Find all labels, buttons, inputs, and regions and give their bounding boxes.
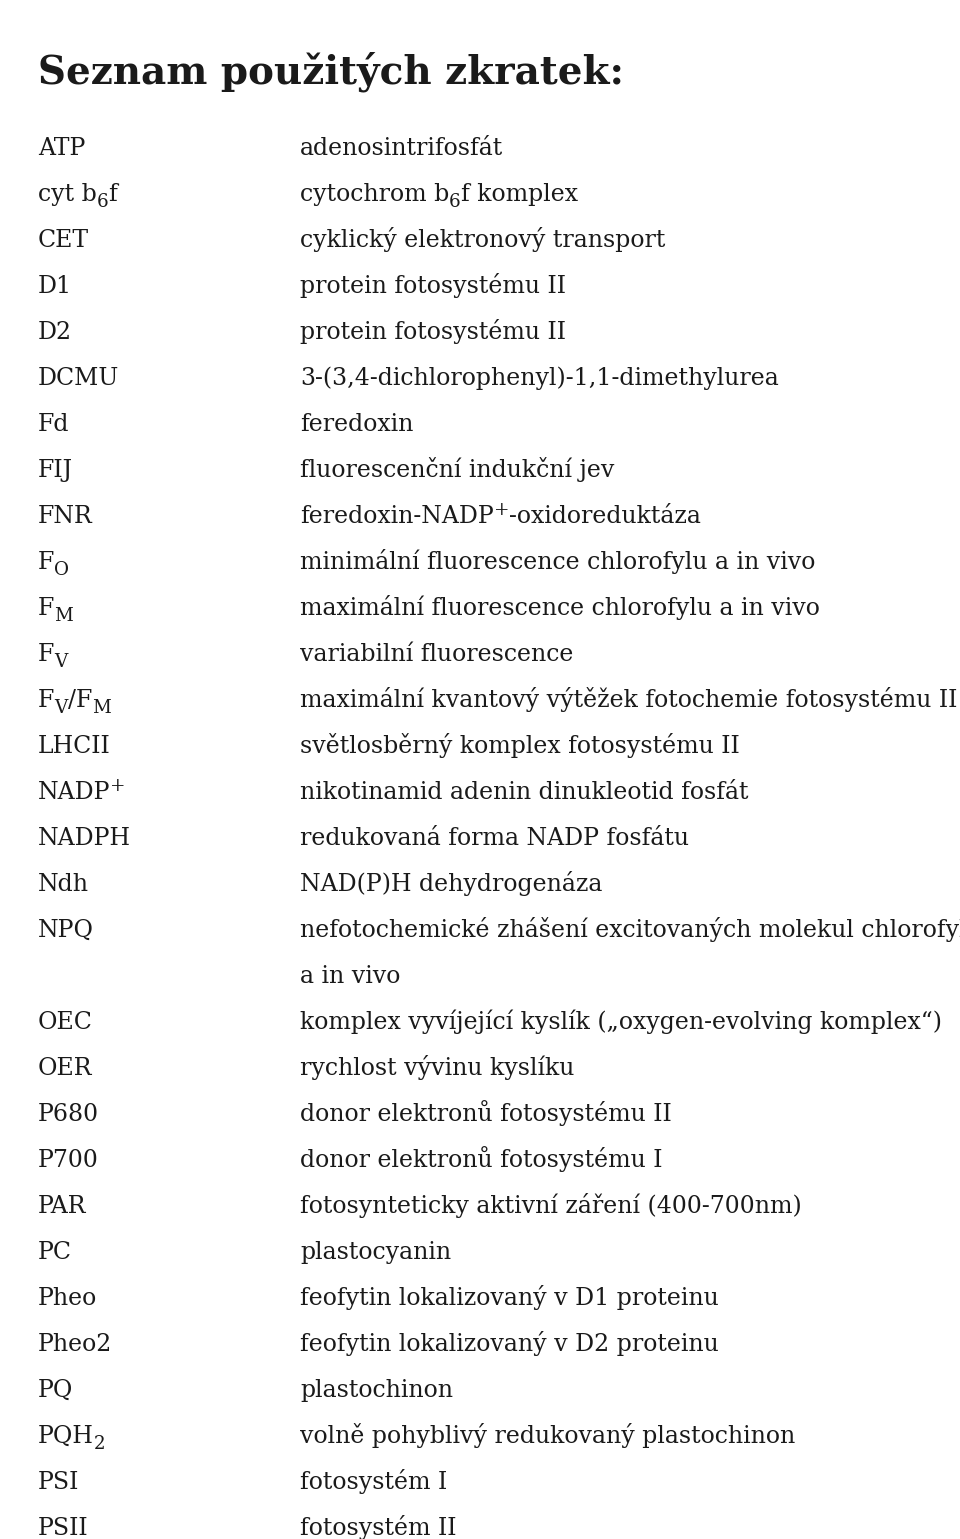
Text: fotosynteticky aktivní záření (400-700nm): fotosynteticky aktivní záření (400-700nm… (300, 1193, 802, 1217)
Text: 6: 6 (449, 192, 461, 211)
Text: -oxidoreduktáza: -oxidoreduktáza (509, 505, 701, 528)
Text: minimální fluorescence chlorofylu a in vivo: minimální fluorescence chlorofylu a in v… (300, 549, 815, 574)
Text: fluorescenční indukční jev: fluorescenční indukční jev (300, 457, 614, 482)
Text: ATP: ATP (38, 137, 85, 160)
Text: F: F (38, 551, 55, 574)
Text: nefotochemické zhášení excitovaných molekul chlorofylu: nefotochemické zhášení excitovaných mole… (300, 917, 960, 942)
Text: f: f (108, 183, 117, 206)
Text: cytochrom b: cytochrom b (300, 183, 449, 206)
Text: M: M (92, 699, 110, 717)
Text: f komplex: f komplex (461, 183, 578, 206)
Text: NADP: NADP (38, 780, 110, 803)
Text: Pheo: Pheo (38, 1287, 97, 1310)
Text: maximální fluorescence chlorofylu a in vivo: maximální fluorescence chlorofylu a in v… (300, 596, 820, 620)
Text: nikotinamid adenin dinukleotid fosfát: nikotinamid adenin dinukleotid fosfát (300, 780, 749, 803)
Text: Ndh: Ndh (38, 873, 89, 896)
Text: NADPH: NADPH (38, 826, 131, 850)
Text: feofytin lokalizovaný v D2 proteinu: feofytin lokalizovaný v D2 proteinu (300, 1331, 719, 1356)
Text: DCMU: DCMU (38, 366, 119, 389)
Text: plastochinon: plastochinon (300, 1379, 453, 1402)
Text: donor elektronů fotosystému II: donor elektronů fotosystému II (300, 1100, 672, 1127)
Text: volně pohyblivý redukovaný plastochinon: volně pohyblivý redukovaný plastochinon (300, 1424, 795, 1448)
Text: P700: P700 (38, 1150, 99, 1173)
Text: redukovaná forma NADP fosfátu: redukovaná forma NADP fosfátu (300, 826, 689, 850)
Text: cyklický elektronový transport: cyklický elektronový transport (300, 226, 665, 252)
Text: 6: 6 (97, 192, 108, 211)
Text: donor elektronů fotosystému I: donor elektronů fotosystému I (300, 1147, 662, 1173)
Text: F: F (38, 689, 55, 713)
Text: +: + (493, 502, 509, 519)
Text: 2: 2 (94, 1434, 106, 1453)
Text: +: + (110, 777, 126, 796)
Text: OER: OER (38, 1057, 92, 1080)
Text: LHCII: LHCII (38, 736, 110, 759)
Text: a in vivo: a in vivo (300, 965, 400, 988)
Text: feofytin lokalizovaný v D1 proteinu: feofytin lokalizovaný v D1 proteinu (300, 1285, 719, 1310)
Text: FNR: FNR (38, 505, 93, 528)
Text: Pheo2: Pheo2 (38, 1333, 112, 1356)
Text: OEC: OEC (38, 1011, 93, 1034)
Text: Fd: Fd (38, 412, 69, 436)
Text: PAR: PAR (38, 1194, 86, 1217)
Text: fotosystém I: fotosystém I (300, 1470, 447, 1494)
Text: plastocyanin: plastocyanin (300, 1240, 451, 1264)
Text: protein fotosystému II: protein fotosystému II (300, 319, 566, 345)
Text: PQ: PQ (38, 1379, 73, 1402)
Text: D2: D2 (38, 322, 72, 345)
Text: feredoxin: feredoxin (300, 412, 414, 436)
Text: PSI: PSI (38, 1471, 80, 1494)
Text: maximální kvantový výtěžek fotochemie fotosystému II: maximální kvantový výtěžek fotochemie fo… (300, 686, 957, 713)
Text: adenosintrifosfát: adenosintrifosfát (300, 137, 503, 160)
Text: rychlost vývinu kyslíku: rychlost vývinu kyslíku (300, 1056, 574, 1080)
Text: fotosystém II: fotosystém II (300, 1514, 457, 1539)
Text: D1: D1 (38, 275, 72, 299)
Text: PQH: PQH (38, 1425, 94, 1448)
Text: variabilní fluorescence: variabilní fluorescence (300, 643, 573, 666)
Text: V: V (55, 699, 67, 717)
Text: 3-(3,4-dichlorophenyl)-1,1-dimethylurea: 3-(3,4-dichlorophenyl)-1,1-dimethylurea (300, 366, 779, 389)
Text: protein fotosystému II: protein fotosystému II (300, 272, 566, 299)
Text: F: F (38, 597, 55, 620)
Text: světlosběrný komplex fotosystému II: světlosběrný komplex fotosystému II (300, 733, 740, 759)
Text: komplex vyvíjející kyslík („oxygen-evolving komplex“): komplex vyvíjející kyslík („oxygen-evolv… (300, 1010, 942, 1034)
Text: Seznam použitých zkratek:: Seznam použitých zkratek: (38, 52, 624, 92)
Text: NAD(P)H dehydrogenáza: NAD(P)H dehydrogenáza (300, 871, 602, 896)
Text: /F: /F (67, 689, 92, 713)
Text: P680: P680 (38, 1103, 99, 1127)
Text: cyt b: cyt b (38, 183, 97, 206)
Text: F: F (38, 643, 55, 666)
Text: CET: CET (38, 229, 89, 252)
Text: V: V (55, 653, 67, 671)
Text: PC: PC (38, 1240, 72, 1264)
Text: M: M (55, 606, 73, 625)
Text: NPQ: NPQ (38, 919, 94, 942)
Text: FIJ: FIJ (38, 459, 73, 482)
Text: PSII: PSII (38, 1517, 88, 1539)
Text: O: O (55, 560, 69, 579)
Text: feredoxin-NADP: feredoxin-NADP (300, 505, 493, 528)
